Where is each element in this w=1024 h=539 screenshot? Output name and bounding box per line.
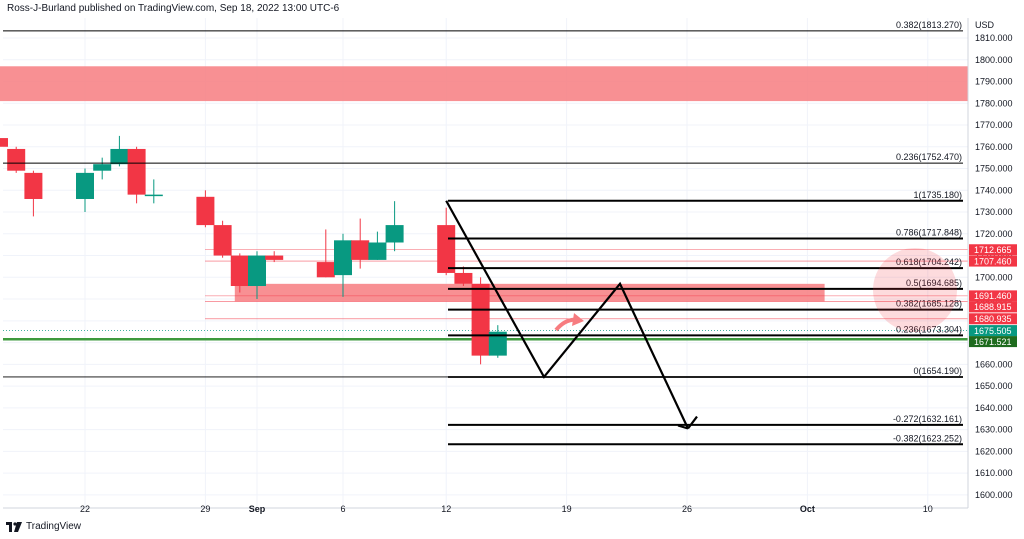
- time-tick-label: 29: [200, 504, 210, 514]
- price-tick-label: 1810.000: [975, 33, 1013, 43]
- time-tick-label: 10: [923, 504, 933, 514]
- price-tag-label: 1712.665: [974, 245, 1012, 255]
- price-tag-label: 1707.460: [974, 256, 1012, 266]
- time-axis[interactable]: 22 29 Sep 6 12 19 26 Oct 10: [3, 504, 968, 514]
- price-tag-label: 1691.460: [974, 291, 1012, 301]
- horizontal-lines: [3, 249, 968, 341]
- tradingview-logo[interactable]: TradingView: [6, 521, 81, 532]
- price-tick-label: 1770.000: [975, 120, 1013, 130]
- candles[interactable]: [0, 101, 507, 365]
- time-tick-label: 19: [562, 504, 572, 514]
- candle-down: [316, 262, 335, 278]
- fib-label: 0.618(1704.242): [896, 257, 962, 267]
- price-tick-label: 1720.000: [975, 229, 1013, 239]
- time-tick-label: 22: [80, 504, 90, 514]
- price-tag: [969, 290, 1017, 302]
- fib-label: 0.236(1673.304): [896, 324, 962, 334]
- price-tag: [969, 255, 1017, 267]
- price-tick-label: 1620.000: [975, 446, 1013, 456]
- projection-path[interactable]: [445, 200, 698, 430]
- projection-line: [445, 200, 689, 429]
- candle-down: [7, 148, 26, 171]
- candle-down: [437, 225, 456, 273]
- time-tick-label: Sep: [249, 504, 266, 514]
- candle-down: [351, 240, 370, 260]
- price-tick-label: 1780.000: [975, 98, 1013, 108]
- time-tick-label: 6: [340, 504, 345, 514]
- time-tick-label: 12: [441, 504, 451, 514]
- tradingview-label: TradingView: [26, 521, 82, 532]
- candle-down: [196, 196, 215, 226]
- fib-label: 0.786(1717.848): [896, 227, 962, 237]
- candle-up: [385, 225, 404, 243]
- price-tag-label: 1675.505: [974, 326, 1012, 336]
- fib-label: -0.272(1632.161): [893, 414, 962, 424]
- price-tick-label: 1610.000: [975, 468, 1013, 478]
- candle-up: [248, 255, 266, 287]
- price-tag: [969, 313, 1017, 325]
- price-tick-label: 1740.000: [975, 185, 1013, 195]
- price-tick-label: 1600.000: [975, 490, 1013, 500]
- candle-up: [76, 172, 94, 199]
- price-tick-label: 1710.000: [975, 251, 1013, 261]
- price-tag: [969, 244, 1017, 256]
- candle-down: [265, 255, 284, 260]
- candle-up: [144, 194, 163, 197]
- candle-down: [454, 272, 473, 284]
- publisher-caption: Ross-J-Burland published on TradingView.…: [7, 3, 340, 14]
- resistance-zone-0: [0, 66, 969, 102]
- candle-down: [0, 138, 8, 147]
- candle-down: [213, 225, 232, 256]
- candle-up: [488, 331, 507, 356]
- price-tick-label: 1800.000: [975, 55, 1013, 65]
- price-tag: [969, 325, 1017, 337]
- annotations: [554, 248, 957, 332]
- price-tick-label: 1790.000: [975, 77, 1013, 87]
- tradingview-logo-icon: [6, 521, 22, 532]
- currency-label: USD: [975, 20, 995, 30]
- fib-label: 0.5(1694.685): [906, 278, 962, 288]
- candle-down: [24, 172, 43, 199]
- price-tick-label: 1660.000: [975, 359, 1013, 369]
- price-tag-label: 1688.915: [974, 302, 1012, 312]
- price-tag: [969, 301, 1017, 313]
- fib-label: 1(1735.180): [913, 190, 962, 200]
- price-tag: [969, 336, 1017, 348]
- fib-label: 0.382(1813.270): [896, 20, 962, 30]
- candle-up: [368, 242, 387, 260]
- resistance-zone-1: [234, 283, 825, 302]
- fib-levels[interactable]: 0.382(1813.270) 0.236(1752.470) 1(1735.180…: [3, 20, 963, 446]
- curved-arrow-head: [572, 313, 584, 326]
- candle-up: [334, 240, 352, 276]
- price-tick-label: 1750.000: [975, 164, 1013, 174]
- price-tick-label: 1650.000: [975, 381, 1013, 391]
- fib-label: 0(1654.190): [913, 366, 962, 376]
- candle-down: [230, 255, 249, 287]
- price-tick-label: 1640.000: [975, 403, 1013, 413]
- price-tag-label: 1680.935: [974, 314, 1012, 324]
- projection-arrow-head: [677, 424, 689, 430]
- fib-label: -0.382(1623.252): [893, 433, 962, 443]
- time-tick-label: 26: [682, 504, 692, 514]
- price-tag-label: 1671.521: [974, 337, 1012, 347]
- time-tick-label: Oct: [800, 504, 815, 514]
- price-tick-label: 1760.000: [975, 142, 1013, 152]
- candle-up: [93, 164, 112, 171]
- fib-label: 0.236(1752.470): [896, 152, 962, 162]
- price-tick-label: 1700.000: [975, 272, 1013, 282]
- zones: [0, 66, 969, 302]
- candle-down: [127, 148, 146, 195]
- fib-label: 0.382(1685.128): [896, 299, 962, 309]
- candle-up: [110, 148, 129, 165]
- price-tick-label: 1630.000: [975, 425, 1013, 435]
- price-tick-label: 1730.000: [975, 207, 1013, 217]
- highlight-circle: [873, 248, 957, 332]
- candle-down: [471, 283, 490, 356]
- projection-arrow-head: [687, 415, 698, 430]
